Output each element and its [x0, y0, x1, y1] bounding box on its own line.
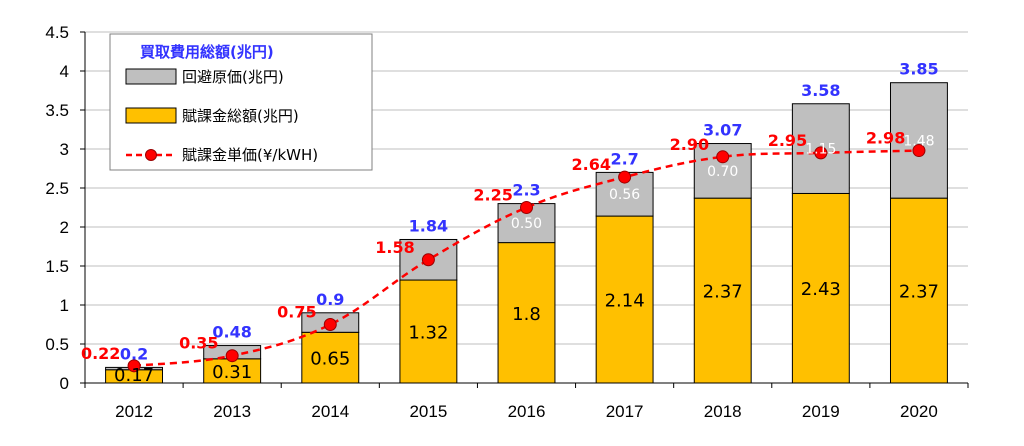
y-tick-label: 3: [60, 140, 69, 159]
x-tick-label: 2016: [508, 402, 546, 421]
price-line: [127, 144, 926, 373]
y-tick-label: 0: [60, 374, 69, 393]
y-tick-label: 4: [60, 62, 69, 81]
bar-avoided-cost: [889, 82, 948, 199]
bar-surcharge-total: [301, 331, 360, 384]
legend-label-avoided-cost: 回避原価(兆円): [182, 68, 284, 86]
y-tick-label: 2.5: [45, 179, 69, 198]
label-unit-price: 1.58: [375, 238, 414, 257]
label-surcharge-total: 0.31: [212, 362, 252, 383]
label-surcharge-total: 0.17: [114, 365, 154, 386]
label-unit-price: 0.22: [81, 344, 120, 363]
y-tick-label: 1: [60, 296, 69, 315]
label-unit-price: 0.35: [179, 334, 218, 353]
label-surcharge-total: 2.37: [703, 282, 743, 303]
unit-price-point: [323, 318, 337, 331]
x-tick-label: 2020: [900, 402, 938, 421]
label-avoided-cost: 0.50: [511, 216, 542, 232]
label-total: 1.84: [409, 216, 448, 235]
unit-price-point: [912, 144, 926, 158]
label-total: 3.07: [703, 121, 742, 140]
label-avoided-cost: 1.15: [805, 142, 836, 158]
x-tick-label: 2012: [115, 402, 153, 421]
bar-surcharge-total: [693, 197, 752, 384]
label-surcharge-total: 1.8: [512, 304, 541, 325]
y-tick-label: 3.5: [45, 101, 69, 120]
label-total: 2.7: [610, 149, 638, 168]
legend-swatch-surcharge-total: [125, 107, 177, 124]
y-tick-label: 1.5: [45, 257, 69, 276]
label-total: 0.48: [212, 323, 251, 342]
legend-marker-unit-price: [145, 149, 157, 161]
legend-title: 買取費用総額(兆円): [140, 43, 274, 61]
y-tick-label: 4.5: [45, 23, 69, 42]
unit-price-point: [421, 253, 435, 267]
x-tick-label: 2013: [213, 402, 251, 421]
legend: 買取費用総額(兆円) 回避原価(兆円) 賦課金総額(兆円) 賦課金単価(¥/kW…: [109, 33, 373, 171]
bars: [105, 82, 948, 384]
x-tick-label: 2018: [704, 402, 742, 421]
legend-swatch-avoided-cost: [125, 68, 177, 85]
label-avoided-cost: 0.56: [609, 187, 640, 203]
legend-label-surcharge-total: 賦課金総額(兆円): [182, 107, 299, 125]
label-surcharge-total: 2.14: [605, 291, 645, 312]
unit-price-point: [520, 201, 533, 214]
unit-price-point: [618, 170, 632, 184]
unit-price-point: [225, 349, 239, 363]
data-labels: 0.17 0.20.22 0.31 0.480.35 0.65 0.90.75 1.32 1.…: [81, 60, 939, 386]
label-total: 3.85: [899, 60, 938, 79]
x-tick-label: 2014: [311, 402, 349, 421]
legend-box: [109, 33, 373, 171]
label-surcharge-total: 2.37: [899, 282, 939, 303]
label-surcharge-total: 0.65: [310, 349, 350, 370]
label-unit-price: 2.25: [473, 186, 512, 205]
unit-price-point: [127, 359, 141, 373]
unit-price-line: [133, 149, 919, 368]
label-unit-price: 2.98: [866, 129, 905, 148]
y-tick-label: 2: [60, 218, 69, 237]
label-unit-price: 2.64: [572, 155, 611, 174]
label-unit-price: 2.95: [768, 131, 807, 150]
unit-price-point: [716, 150, 730, 164]
x-tick-label: 2019: [802, 402, 840, 421]
label-avoided-cost: 0.70: [707, 164, 738, 180]
label-total: 0.9: [316, 290, 344, 309]
label-surcharge-total: 2.43: [801, 279, 841, 300]
bar-surcharge-total: [399, 279, 458, 384]
y-tick-label: 0.5: [45, 335, 69, 354]
label-total: 0.2: [120, 344, 148, 363]
bar-surcharge-total: [791, 192, 850, 384]
x-tick-label: 2015: [409, 402, 447, 421]
label-total: 3.58: [801, 81, 840, 100]
label-avoided-cost: 1.48: [903, 133, 934, 149]
unit-price-point: [814, 146, 828, 160]
bar-avoided-cost: [399, 238, 458, 281]
x-tick-label: 2017: [606, 402, 644, 421]
bar-surcharge-total: [889, 197, 948, 384]
label-unit-price: 0.75: [277, 303, 316, 322]
axes: 0 0.5 1 1.5 2 2.5 3 3.5 4 4.5 2012 2013 2014 2015 2016…: [45, 23, 969, 421]
legend-label-unit-price: 賦課金単価(¥/kWH): [182, 146, 318, 164]
label-unit-price: 2.90: [670, 135, 709, 154]
label-total: 2.3: [512, 181, 540, 200]
bar-surcharge-total: [595, 215, 654, 384]
label-surcharge-total: 1.32: [408, 323, 448, 344]
